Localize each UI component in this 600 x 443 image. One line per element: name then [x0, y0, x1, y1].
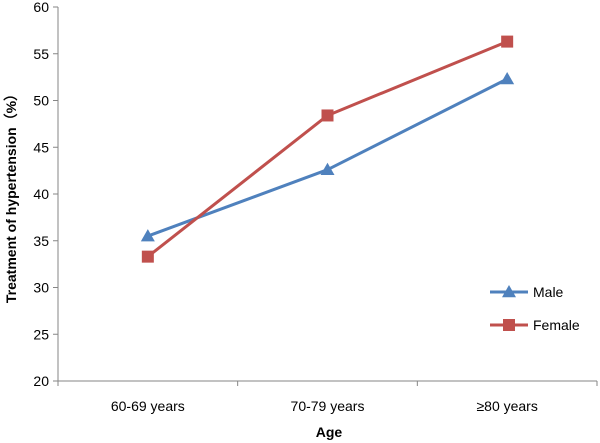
y-tick-label: 45 — [33, 139, 49, 155]
female-point — [501, 35, 514, 48]
x-tick-label: 60-69 years — [111, 398, 185, 414]
y-tick-label: 30 — [33, 280, 49, 296]
y-tick-label: 50 — [33, 93, 49, 109]
x-axis-ticks: 60-69 years 70-79 years ≥80 years — [57, 381, 598, 414]
legend-marker-male — [502, 285, 516, 298]
female-line — [146, 40, 508, 258]
legend: Male Female — [490, 284, 580, 333]
x-tick-label: 70-79 years — [291, 398, 365, 414]
legend-marker-female — [503, 319, 515, 331]
y-tick-label: 60 — [33, 0, 49, 15]
female-point — [321, 109, 334, 122]
x-tick-label: ≥80 years — [476, 398, 537, 414]
series-female — [141, 35, 514, 263]
legend-item-male: Male — [490, 284, 564, 300]
female-point — [141, 250, 154, 263]
series-male — [140, 71, 515, 242]
x-axis-title: Age — [316, 424, 343, 440]
legend-label-male: Male — [533, 284, 564, 300]
y-tick-label: 55 — [33, 46, 49, 62]
y-axis-title: Treatment of hypertension（%） — [3, 87, 19, 303]
y-tick-label: 20 — [33, 373, 49, 389]
male-point — [500, 71, 515, 85]
y-tick-label: 35 — [33, 233, 49, 249]
male-point — [320, 162, 335, 175]
legend-label-female: Female — [533, 317, 580, 333]
y-axis-ticks: 20 25 30 35 40 45 50 55 60 — [33, 0, 58, 389]
male-point — [140, 229, 155, 242]
y-tick-label: 25 — [33, 326, 49, 342]
legend-item-female: Female — [490, 317, 580, 333]
y-tick-label: 40 — [33, 186, 49, 202]
series-layer — [140, 35, 515, 263]
